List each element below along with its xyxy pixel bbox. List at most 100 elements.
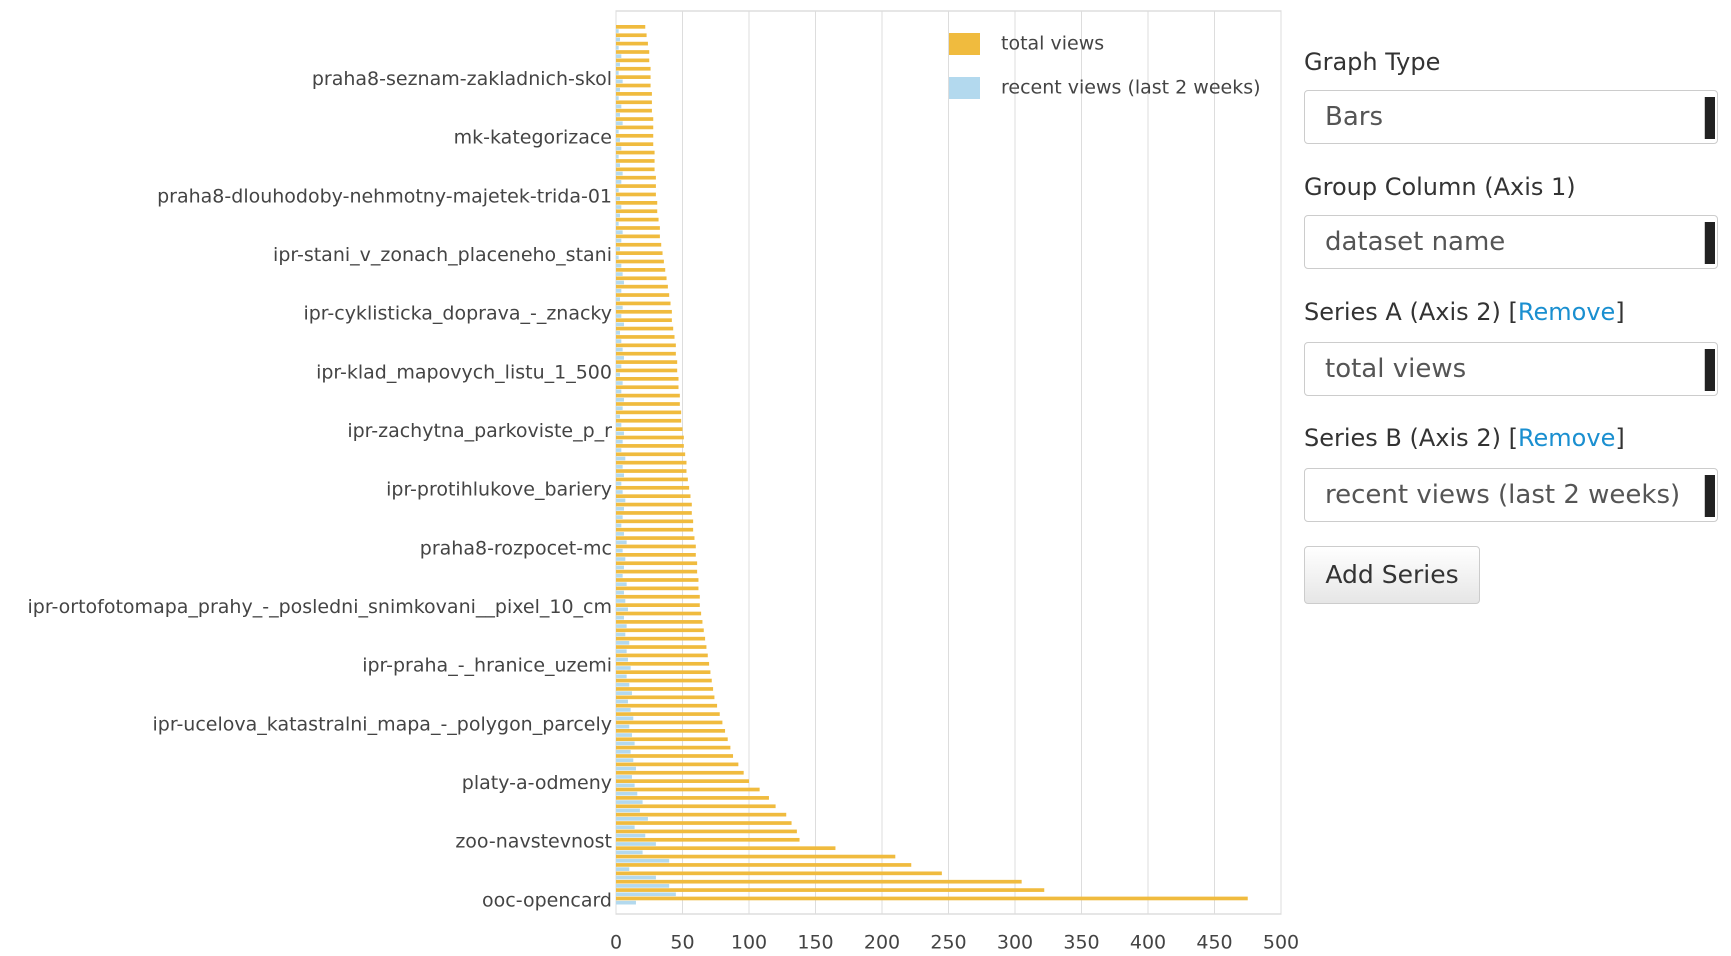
bar bbox=[616, 393, 680, 398]
x-tick-label: 300 bbox=[997, 932, 1033, 954]
bar bbox=[616, 674, 627, 679]
bar bbox=[616, 456, 626, 461]
bar bbox=[616, 536, 695, 540]
dropdown[interactable]: Bars bbox=[1304, 90, 1718, 144]
bar bbox=[616, 553, 696, 557]
bar bbox=[616, 607, 628, 612]
bar bbox=[616, 779, 749, 783]
bar bbox=[616, 418, 682, 423]
bar bbox=[616, 410, 682, 415]
bar bbox=[616, 850, 643, 855]
bar bbox=[616, 452, 686, 457]
bar bbox=[616, 485, 690, 490]
bar bbox=[616, 129, 619, 134]
bar bbox=[616, 92, 652, 96]
bar bbox=[616, 301, 671, 306]
y-tick-label: ipr-zachytna_parkoviste_p_r bbox=[347, 420, 612, 442]
label-text: ] bbox=[1615, 298, 1625, 326]
bar bbox=[616, 217, 659, 222]
dropdown[interactable]: recent views (last 2 weeks) bbox=[1304, 468, 1718, 522]
remove-link[interactable]: Remove bbox=[1517, 298, 1616, 326]
y-tick-label: platy-a-odmeny bbox=[462, 772, 612, 794]
remove-link[interactable]: Remove bbox=[1517, 424, 1616, 452]
bar bbox=[616, 867, 630, 871]
bar bbox=[616, 599, 626, 603]
bar bbox=[616, 117, 654, 121]
bar bbox=[616, 720, 723, 725]
bar bbox=[616, 45, 619, 50]
bar bbox=[616, 272, 623, 276]
bar bbox=[616, 582, 627, 587]
add-series-button[interactable]: Add Series bbox=[1304, 546, 1480, 604]
bar bbox=[616, 800, 643, 804]
bar bbox=[616, 37, 620, 42]
bar bbox=[616, 846, 836, 851]
bar bbox=[616, 322, 624, 327]
bar bbox=[616, 733, 632, 737]
y-tick-label: praha8-seznam-zakladnich-skol bbox=[312, 68, 612, 90]
bar bbox=[616, 71, 619, 75]
bar bbox=[616, 268, 666, 272]
bar bbox=[616, 473, 624, 478]
x-tick-label: 500 bbox=[1263, 932, 1299, 954]
bar bbox=[616, 133, 654, 138]
dropdown[interactable]: dataset name bbox=[1304, 215, 1718, 269]
bar bbox=[616, 368, 678, 373]
bar bbox=[616, 33, 647, 38]
bar bbox=[616, 230, 623, 235]
bar bbox=[616, 406, 623, 411]
field-label: Group Column (Axis 1) bbox=[1304, 173, 1576, 201]
bar bbox=[616, 41, 648, 46]
bar bbox=[616, 611, 702, 616]
bar bbox=[616, 402, 680, 406]
bar bbox=[616, 523, 622, 528]
y-tick-label: mk-kategorizace bbox=[454, 127, 612, 149]
bar bbox=[616, 104, 622, 109]
y-tick-label: ipr-cyklisticka_doprava_-_znacky bbox=[303, 303, 612, 325]
bar bbox=[616, 691, 632, 695]
bar bbox=[616, 58, 650, 63]
bar bbox=[616, 469, 687, 473]
y-tick-label: zoo-navstevnost bbox=[455, 831, 612, 853]
bar bbox=[616, 238, 622, 243]
bar bbox=[616, 255, 619, 260]
bar bbox=[616, 812, 787, 817]
bar bbox=[616, 439, 623, 444]
bar bbox=[616, 615, 624, 620]
bar bbox=[616, 653, 708, 658]
bar bbox=[616, 490, 623, 494]
bar bbox=[616, 532, 624, 536]
bar bbox=[616, 29, 619, 33]
bar bbox=[616, 314, 622, 318]
bar bbox=[616, 113, 620, 117]
bar bbox=[616, 372, 620, 377]
bar bbox=[616, 159, 655, 163]
bar bbox=[616, 435, 684, 440]
bar bbox=[616, 381, 623, 385]
bar bbox=[616, 125, 654, 130]
bar bbox=[616, 364, 622, 369]
dropdown[interactable]: total views bbox=[1304, 342, 1718, 396]
bar bbox=[616, 87, 620, 92]
bar bbox=[616, 83, 651, 88]
label-text: Graph Type bbox=[1304, 48, 1441, 76]
bar bbox=[616, 678, 712, 683]
bar bbox=[616, 745, 731, 750]
x-tick-label: 350 bbox=[1063, 932, 1099, 954]
bar bbox=[616, 226, 660, 230]
bar bbox=[616, 234, 660, 239]
bar bbox=[616, 196, 620, 201]
bar bbox=[616, 309, 672, 314]
legend-swatch bbox=[949, 77, 980, 99]
bar bbox=[616, 448, 622, 452]
bar bbox=[616, 569, 698, 574]
bar bbox=[616, 427, 683, 431]
bar bbox=[616, 201, 658, 205]
bar bbox=[616, 548, 623, 553]
bar bbox=[616, 741, 635, 746]
bar bbox=[616, 884, 670, 888]
x-tick-label: 400 bbox=[1130, 932, 1166, 954]
bar bbox=[616, 180, 622, 184]
bar bbox=[616, 477, 688, 482]
bar bbox=[616, 297, 620, 302]
